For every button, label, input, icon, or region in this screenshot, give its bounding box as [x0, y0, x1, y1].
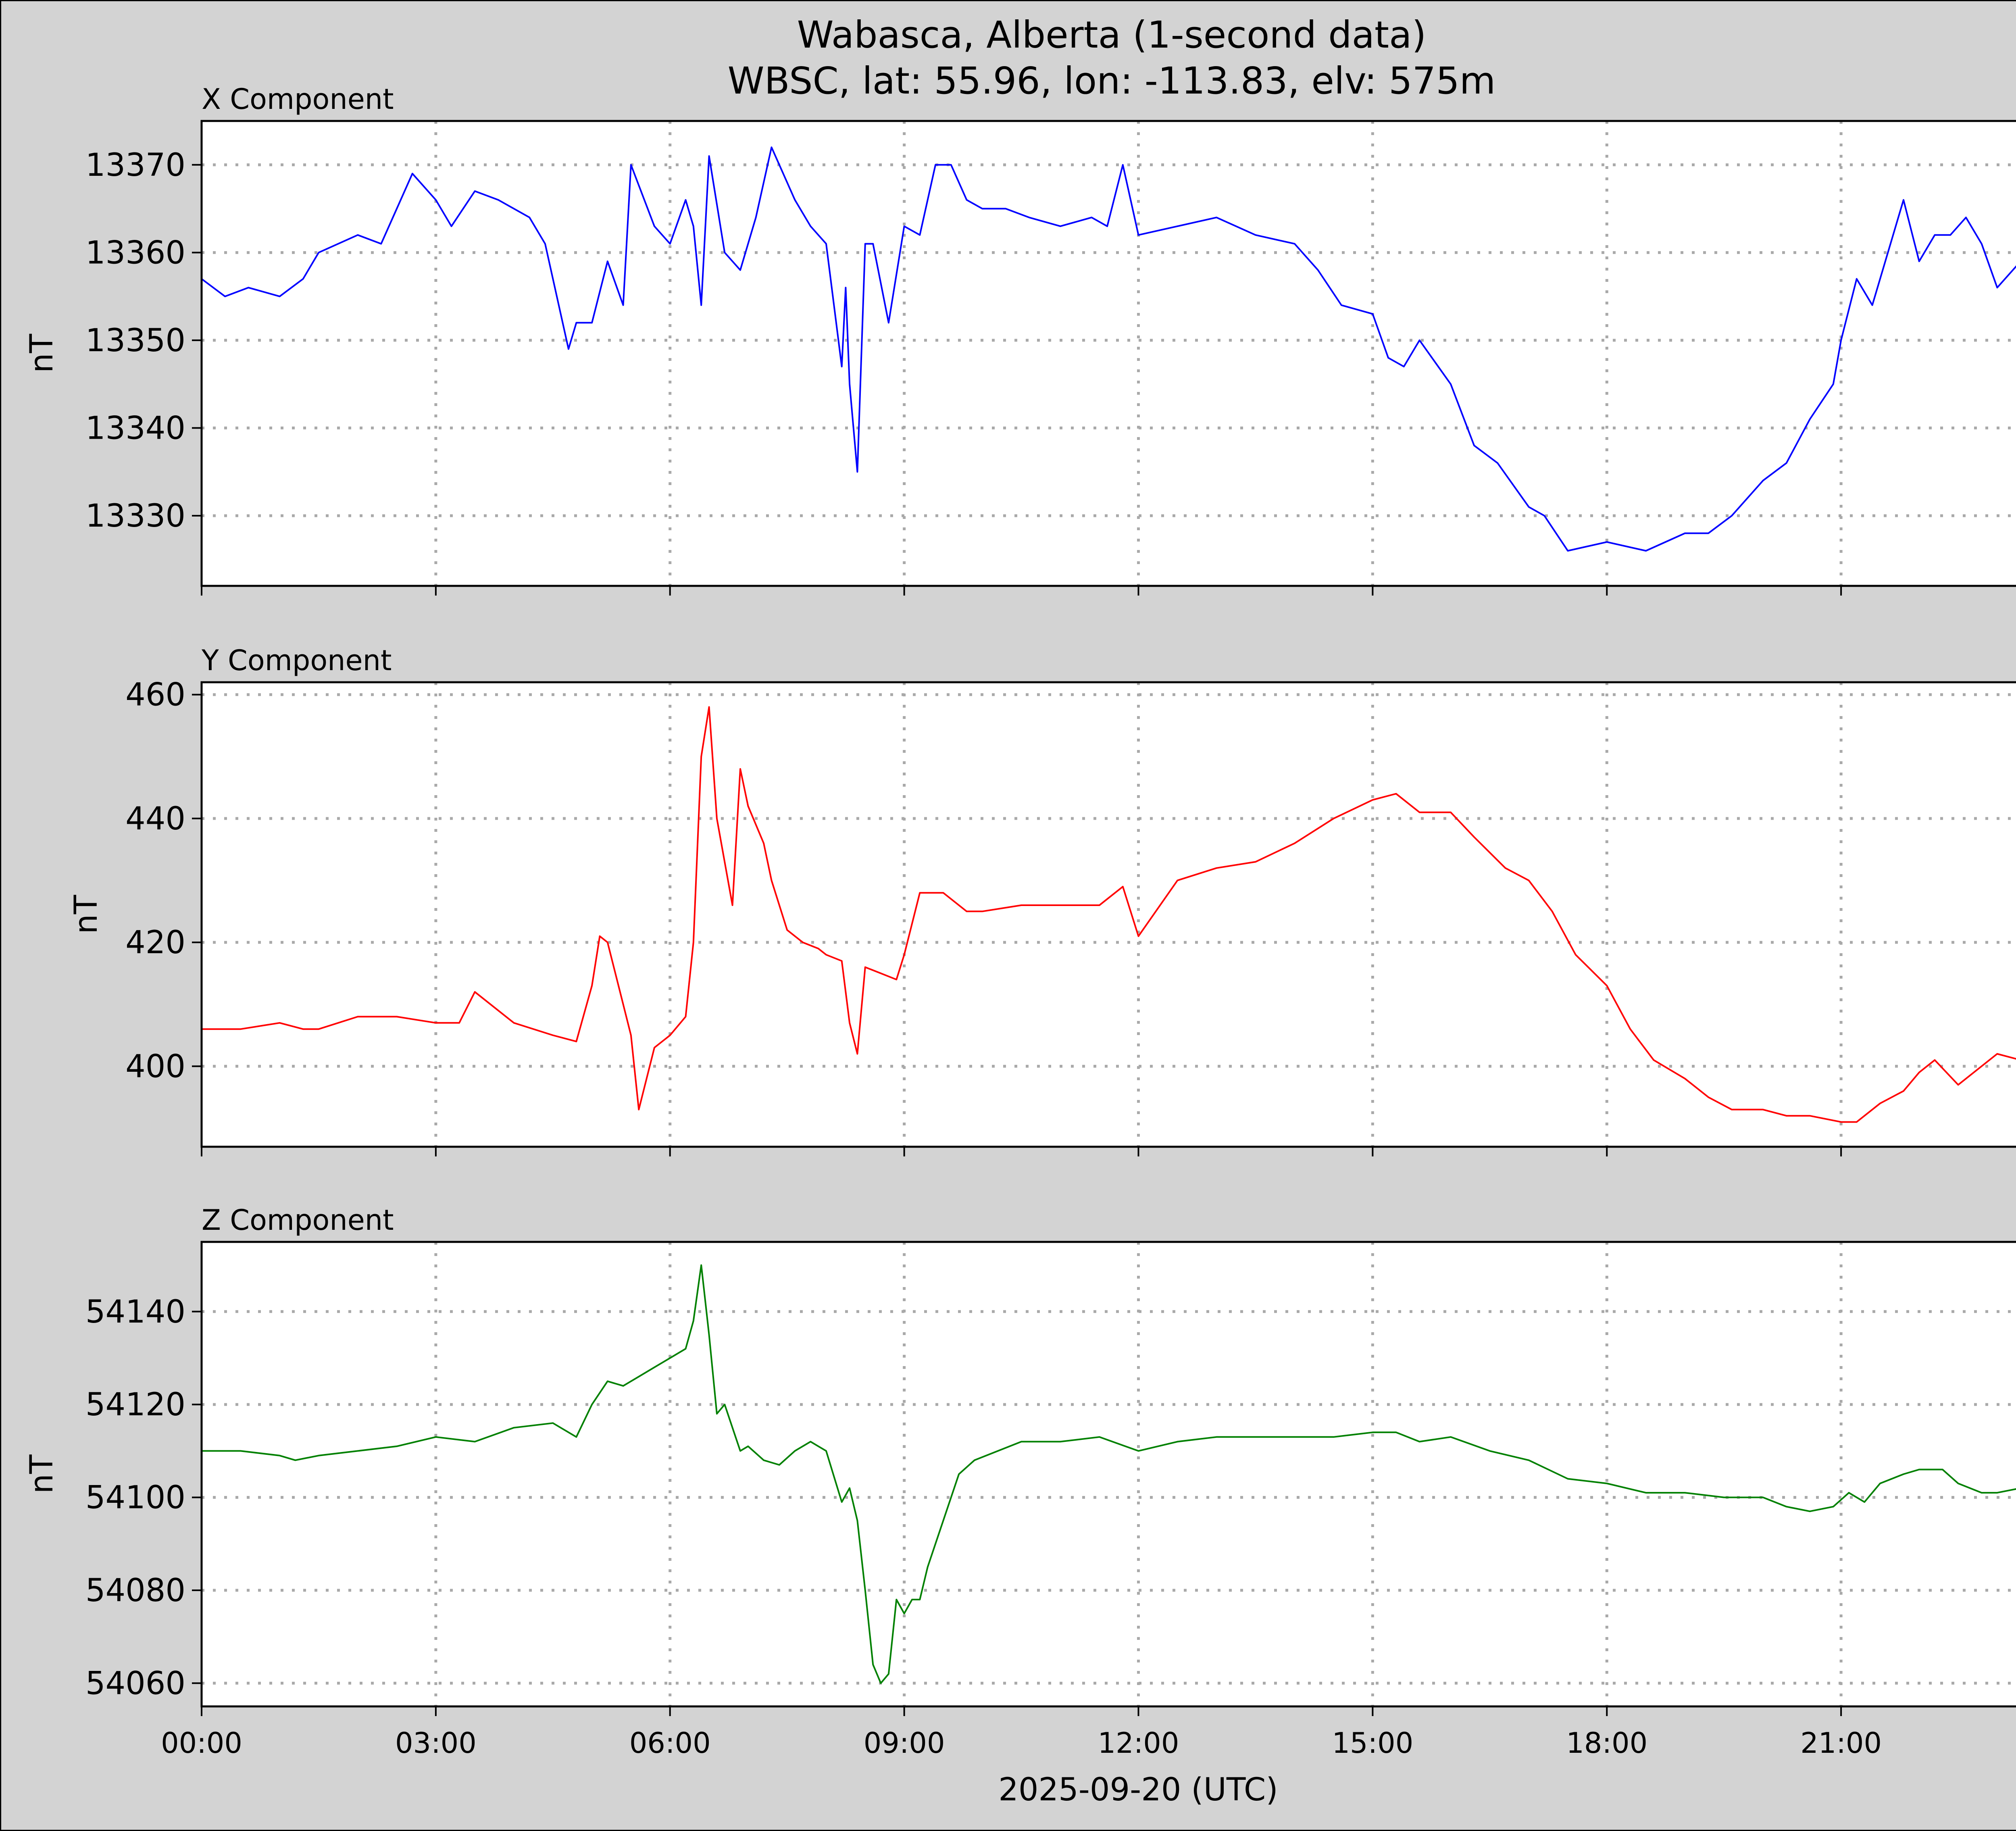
- plot-area-y: [202, 682, 2016, 1147]
- y-tick-label: 54060: [85, 1665, 185, 1702]
- y-tick-label: 13360: [85, 235, 185, 271]
- y-axis-label-x: nT: [24, 334, 60, 373]
- plot-area-x: [202, 121, 2016, 586]
- x-tick-label: 09:00: [864, 1727, 945, 1760]
- panel-y: 400 420 440 460 Y Component nT: [68, 644, 2016, 1156]
- panel-x: 13330 13340 13350 13360 13370 X Component nT: [24, 83, 2016, 596]
- x-tick-label: 06:00: [629, 1727, 711, 1760]
- x-tick-label: 18:00: [1566, 1727, 1647, 1760]
- y-tick-label: 460: [125, 677, 185, 713]
- panel-z: 54060 54080 54100 54120 54140 00:00 03:00 06:00…: [24, 1204, 2016, 1760]
- y-tick-label: 13330: [85, 498, 185, 534]
- y-tick-label: 54100: [85, 1480, 185, 1516]
- series-line-z: [202, 1264, 2016, 1684]
- series-line-x: [201, 146, 2016, 552]
- y-tick-label: 400: [125, 1048, 185, 1085]
- panel-title-z: Z Component: [202, 1204, 394, 1237]
- y-tick-label: 54120: [85, 1387, 185, 1423]
- panel-title-y: Y Component: [201, 644, 392, 677]
- y-tick-label: 13370: [85, 147, 185, 183]
- x-tick-label: 00:00: [161, 1727, 242, 1760]
- figure-title-line2: WBSC, lat: 55.96, lon: -113.83, elv: 575…: [728, 59, 1496, 102]
- x-tick-label: 15:00: [1332, 1727, 1414, 1760]
- y-axis-label-z: nT: [24, 1454, 60, 1494]
- series-line-y: [202, 706, 2016, 1123]
- x-axis-label: 2025-09-20 (UTC): [998, 1772, 1278, 1808]
- plot-area-z: [202, 1242, 2016, 1706]
- y-tick-label: 440: [125, 801, 185, 837]
- panel-title-x: X Component: [202, 83, 394, 116]
- x-tick-label: 12:00: [1098, 1727, 1179, 1760]
- figure-title-line1: Wabasca, Alberta (1-second data): [797, 13, 1427, 56]
- y-axis-label-y: nT: [68, 895, 104, 934]
- y-tick-label: 54140: [85, 1294, 185, 1330]
- y-tick-label: 420: [125, 925, 185, 961]
- y-tick-label: 54080: [85, 1573, 185, 1609]
- y-tick-label: 13350: [85, 323, 185, 359]
- y-tick-label: 13340: [85, 410, 185, 446]
- x-tick-label: 03:00: [395, 1727, 477, 1760]
- x-tick-label: 21:00: [1800, 1727, 1882, 1760]
